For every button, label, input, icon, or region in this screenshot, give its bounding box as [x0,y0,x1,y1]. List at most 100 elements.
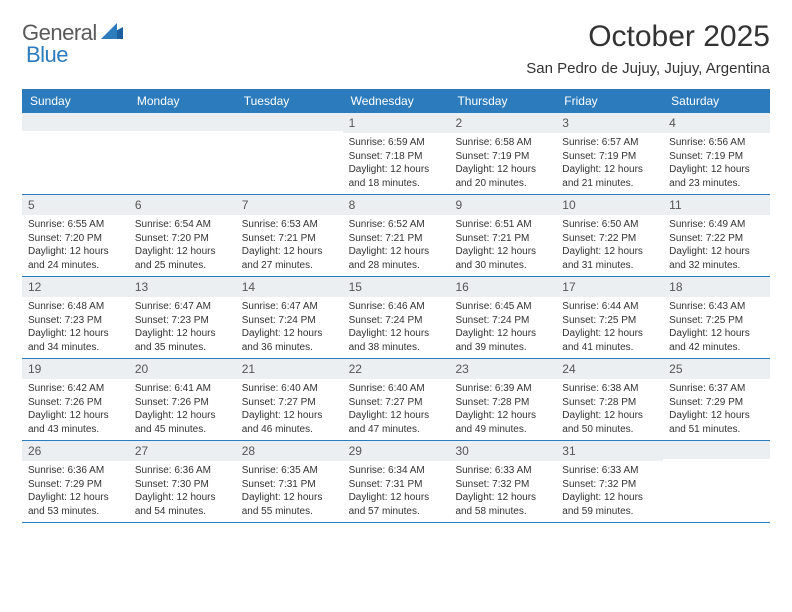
sunrise-text: Sunrise: 6:47 AM [242,300,337,314]
day-number: 24 [556,359,663,379]
daylight-text: Daylight: 12 hours and 43 minutes. [28,409,123,436]
sunset-text: Sunset: 7:23 PM [135,314,230,328]
calendar-cell: 19Sunrise: 6:42 AMSunset: 7:26 PMDayligh… [22,359,129,440]
calendar-cell [129,113,236,194]
sunrise-text: Sunrise: 6:51 AM [455,218,550,232]
sunset-text: Sunset: 7:21 PM [242,232,337,246]
daylight-text: Daylight: 12 hours and 18 minutes. [349,163,444,190]
daylight-text: Daylight: 12 hours and 36 minutes. [242,327,337,354]
sunrise-text: Sunrise: 6:36 AM [28,464,123,478]
sunset-text: Sunset: 7:21 PM [349,232,444,246]
day-details: Sunrise: 6:37 AMSunset: 7:29 PMDaylight:… [663,379,770,440]
weekday-fri: Friday [556,89,663,113]
day-number: 6 [129,195,236,215]
day-number: 1 [343,113,450,133]
calendar-cell: 31Sunrise: 6:33 AMSunset: 7:32 PMDayligh… [556,441,663,522]
day-details: Sunrise: 6:40 AMSunset: 7:27 PMDaylight:… [343,379,450,440]
calendar: Sunday Monday Tuesday Wednesday Thursday… [22,89,770,523]
day-details: Sunrise: 6:36 AMSunset: 7:30 PMDaylight:… [129,461,236,522]
day-number: 21 [236,359,343,379]
weekday-wed: Wednesday [343,89,450,113]
day-details: Sunrise: 6:50 AMSunset: 7:22 PMDaylight:… [556,215,663,276]
logo-triangle-icon [101,23,123,44]
day-number [129,113,236,131]
sunrise-text: Sunrise: 6:44 AM [562,300,657,314]
day-details: Sunrise: 6:47 AMSunset: 7:23 PMDaylight:… [129,297,236,358]
sunrise-text: Sunrise: 6:54 AM [135,218,230,232]
day-number: 25 [663,359,770,379]
daylight-text: Daylight: 12 hours and 21 minutes. [562,163,657,190]
sunset-text: Sunset: 7:32 PM [455,478,550,492]
calendar-cell: 15Sunrise: 6:46 AMSunset: 7:24 PMDayligh… [343,277,450,358]
day-details: Sunrise: 6:42 AMSunset: 7:26 PMDaylight:… [22,379,129,440]
sunrise-text: Sunrise: 6:34 AM [349,464,444,478]
day-details: Sunrise: 6:44 AMSunset: 7:25 PMDaylight:… [556,297,663,358]
calendar-row: 19Sunrise: 6:42 AMSunset: 7:26 PMDayligh… [22,359,770,441]
sunset-text: Sunset: 7:23 PM [28,314,123,328]
day-details: Sunrise: 6:58 AMSunset: 7:19 PMDaylight:… [449,133,556,194]
day-number: 13 [129,277,236,297]
sunrise-text: Sunrise: 6:57 AM [562,136,657,150]
page: General October 2025 San Pedro de Jujuy,… [0,0,792,543]
day-number: 20 [129,359,236,379]
day-details: Sunrise: 6:33 AMSunset: 7:32 PMDaylight:… [556,461,663,522]
calendar-cell: 12Sunrise: 6:48 AMSunset: 7:23 PMDayligh… [22,277,129,358]
calendar-cell: 9Sunrise: 6:51 AMSunset: 7:21 PMDaylight… [449,195,556,276]
day-number [236,113,343,131]
sunrise-text: Sunrise: 6:36 AM [135,464,230,478]
calendar-cell: 28Sunrise: 6:35 AMSunset: 7:31 PMDayligh… [236,441,343,522]
day-details: Sunrise: 6:45 AMSunset: 7:24 PMDaylight:… [449,297,556,358]
sunrise-text: Sunrise: 6:46 AM [349,300,444,314]
calendar-cell: 21Sunrise: 6:40 AMSunset: 7:27 PMDayligh… [236,359,343,440]
calendar-cell: 6Sunrise: 6:54 AMSunset: 7:20 PMDaylight… [129,195,236,276]
day-details: Sunrise: 6:49 AMSunset: 7:22 PMDaylight:… [663,215,770,276]
daylight-text: Daylight: 12 hours and 47 minutes. [349,409,444,436]
daylight-text: Daylight: 12 hours and 27 minutes. [242,245,337,272]
calendar-cell: 8Sunrise: 6:52 AMSunset: 7:21 PMDaylight… [343,195,450,276]
calendar-cell [663,441,770,522]
logo-blue-wrap: Blue [28,42,68,68]
daylight-text: Daylight: 12 hours and 58 minutes. [455,491,550,518]
calendar-cell: 23Sunrise: 6:39 AMSunset: 7:28 PMDayligh… [449,359,556,440]
sunset-text: Sunset: 7:19 PM [455,150,550,164]
sunset-text: Sunset: 7:26 PM [135,396,230,410]
sunrise-text: Sunrise: 6:33 AM [455,464,550,478]
calendar-cell: 13Sunrise: 6:47 AMSunset: 7:23 PMDayligh… [129,277,236,358]
daylight-text: Daylight: 12 hours and 30 minutes. [455,245,550,272]
calendar-cell: 3Sunrise: 6:57 AMSunset: 7:19 PMDaylight… [556,113,663,194]
day-details: Sunrise: 6:52 AMSunset: 7:21 PMDaylight:… [343,215,450,276]
daylight-text: Daylight: 12 hours and 45 minutes. [135,409,230,436]
day-number: 11 [663,195,770,215]
sunset-text: Sunset: 7:20 PM [28,232,123,246]
day-number: 27 [129,441,236,461]
daylight-text: Daylight: 12 hours and 25 minutes. [135,245,230,272]
sunrise-text: Sunrise: 6:53 AM [242,218,337,232]
sunset-text: Sunset: 7:18 PM [349,150,444,164]
sunrise-text: Sunrise: 6:45 AM [455,300,550,314]
calendar-weekday-header: Sunday Monday Tuesday Wednesday Thursday… [22,89,770,113]
day-number: 10 [556,195,663,215]
sunset-text: Sunset: 7:24 PM [349,314,444,328]
weekday-tue: Tuesday [236,89,343,113]
day-number: 19 [22,359,129,379]
sunset-text: Sunset: 7:21 PM [455,232,550,246]
sunset-text: Sunset: 7:27 PM [242,396,337,410]
sunrise-text: Sunrise: 6:58 AM [455,136,550,150]
sunset-text: Sunset: 7:27 PM [349,396,444,410]
day-number: 28 [236,441,343,461]
sunrise-text: Sunrise: 6:50 AM [562,218,657,232]
day-number: 3 [556,113,663,133]
calendar-cell: 24Sunrise: 6:38 AMSunset: 7:28 PMDayligh… [556,359,663,440]
daylight-text: Daylight: 12 hours and 32 minutes. [669,245,764,272]
weekday-sat: Saturday [663,89,770,113]
day-number: 26 [22,441,129,461]
day-number: 30 [449,441,556,461]
day-details: Sunrise: 6:47 AMSunset: 7:24 PMDaylight:… [236,297,343,358]
sunset-text: Sunset: 7:19 PM [669,150,764,164]
day-details: Sunrise: 6:53 AMSunset: 7:21 PMDaylight:… [236,215,343,276]
calendar-cell: 17Sunrise: 6:44 AMSunset: 7:25 PMDayligh… [556,277,663,358]
sunset-text: Sunset: 7:30 PM [135,478,230,492]
sunset-text: Sunset: 7:22 PM [669,232,764,246]
day-number: 8 [343,195,450,215]
day-number: 31 [556,441,663,461]
